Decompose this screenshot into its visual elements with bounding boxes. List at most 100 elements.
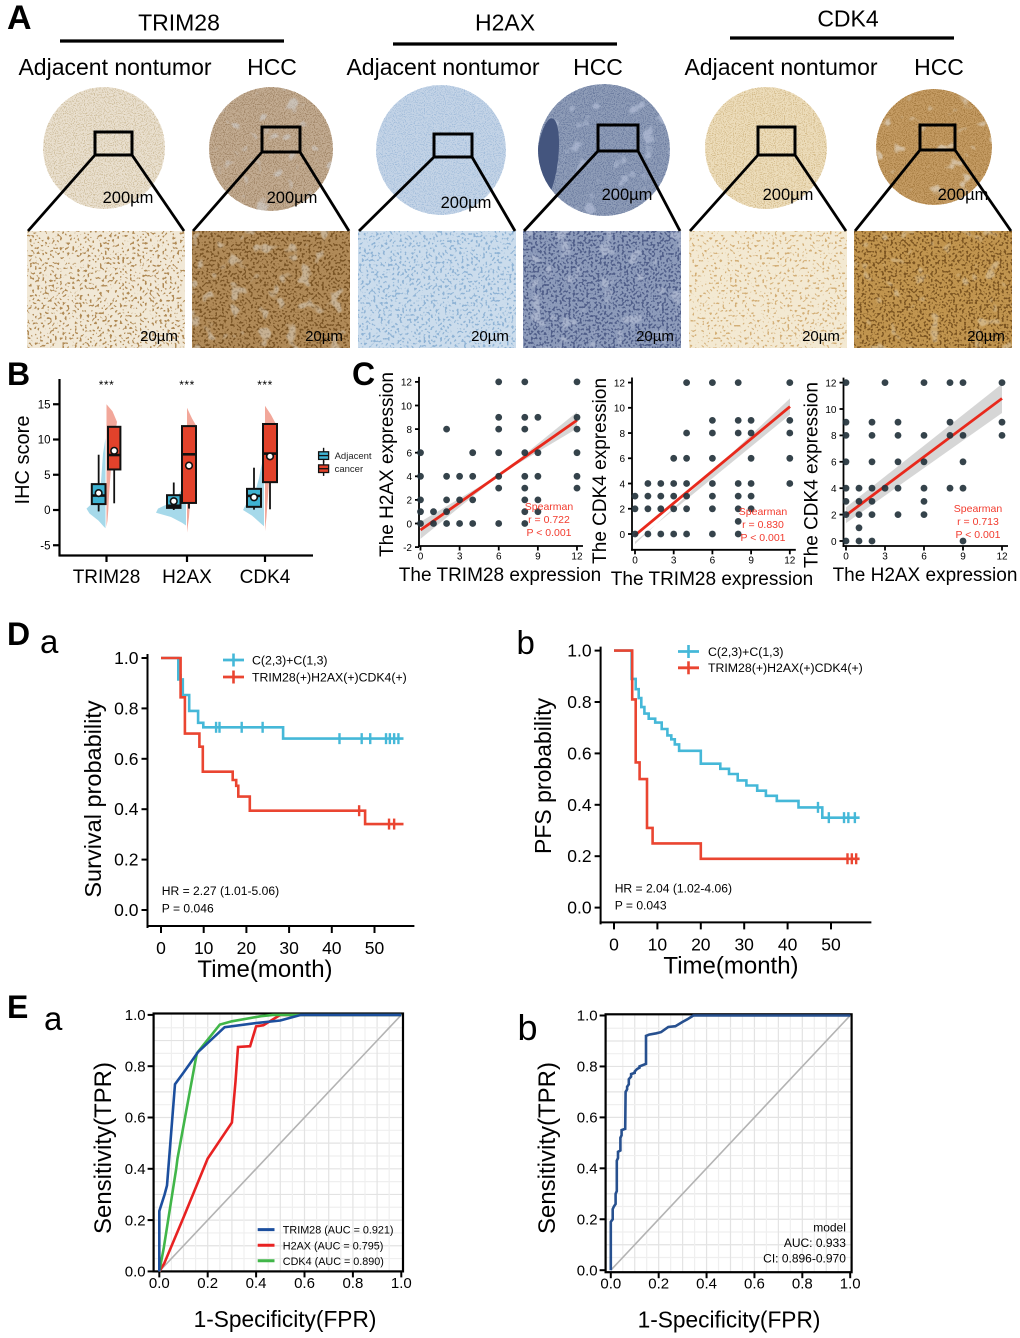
- svg-text:model: model: [813, 1221, 846, 1235]
- svg-text:20µm: 20µm: [802, 328, 840, 345]
- svg-text:9: 9: [960, 552, 966, 563]
- svg-text:40: 40: [322, 938, 342, 958]
- svg-text:-2: -2: [403, 543, 412, 554]
- svg-text:0.4: 0.4: [567, 795, 592, 815]
- svg-text:0.2: 0.2: [197, 1275, 218, 1292]
- svg-text:30: 30: [279, 938, 299, 958]
- svg-text:8: 8: [831, 431, 837, 442]
- svg-text:HCC: HCC: [247, 54, 297, 80]
- svg-text:The H2AX expression: The H2AX expression: [833, 565, 1018, 586]
- svg-text:0.8: 0.8: [342, 1275, 363, 1292]
- svg-text:CI: 0.896-0.970: CI: 0.896-0.970: [763, 1252, 846, 1266]
- svg-text:20µm: 20µm: [967, 328, 1005, 345]
- svg-text:Adjacent nontumor: Adjacent nontumor: [346, 54, 539, 80]
- svg-text:4: 4: [831, 484, 837, 495]
- svg-text:8: 8: [406, 425, 412, 436]
- svg-text:0.2: 0.2: [577, 1211, 598, 1228]
- svg-text:12: 12: [784, 555, 796, 566]
- svg-text:Adjacent nontumor: Adjacent nontumor: [684, 54, 877, 80]
- svg-text:12: 12: [996, 552, 1008, 563]
- svg-text:PFS probability: PFS probability: [530, 698, 556, 854]
- svg-text:The TRIM28 expression: The TRIM28 expression: [611, 569, 813, 590]
- svg-text:b: b: [518, 1007, 538, 1048]
- svg-text:1.0: 1.0: [114, 648, 139, 668]
- svg-text:***: ***: [257, 378, 273, 392]
- svg-text:20µm: 20µm: [305, 328, 343, 345]
- svg-text:0: 0: [406, 519, 412, 530]
- svg-text:r = 0.722: r = 0.722: [528, 514, 570, 526]
- svg-text:20µm: 20µm: [140, 328, 178, 345]
- svg-text:4: 4: [619, 479, 625, 490]
- svg-text:0.6: 0.6: [567, 743, 591, 763]
- svg-text:Spearman: Spearman: [525, 501, 574, 513]
- svg-text:A: A: [7, 0, 32, 37]
- svg-text:50: 50: [365, 938, 385, 958]
- svg-text:0.6: 0.6: [125, 1110, 146, 1127]
- svg-text:CDK4 (AUC = 0.890): CDK4 (AUC = 0.890): [283, 1256, 384, 1268]
- svg-text:200µm: 200µm: [602, 186, 653, 204]
- svg-text:1.0: 1.0: [391, 1275, 412, 1292]
- svg-text:0: 0: [619, 530, 625, 541]
- svg-text:r = 0.830: r = 0.830: [742, 519, 784, 531]
- svg-text:0.8: 0.8: [577, 1059, 598, 1076]
- svg-text:AUC: 0.933: AUC: 0.933: [784, 1236, 846, 1250]
- svg-text:0.4: 0.4: [125, 1161, 146, 1178]
- svg-text:Adjacent: Adjacent: [335, 451, 372, 462]
- svg-text:cancer: cancer: [335, 464, 364, 475]
- svg-text:0.8: 0.8: [567, 692, 591, 712]
- svg-text:Spearman: Spearman: [954, 503, 1003, 515]
- svg-text:0: 0: [156, 938, 166, 958]
- svg-text:HR = 2.27 (1.01-5.06): HR = 2.27 (1.01-5.06): [162, 884, 279, 898]
- svg-text:200µm: 200µm: [763, 186, 814, 204]
- svg-text:a: a: [40, 623, 59, 660]
- svg-text:D: D: [7, 616, 30, 652]
- svg-text:TRIM28: TRIM28: [73, 567, 141, 588]
- svg-text:P < 0.001: P < 0.001: [740, 532, 785, 544]
- svg-text:B: B: [7, 356, 30, 392]
- svg-text:0.4: 0.4: [246, 1275, 267, 1292]
- svg-text:C(2,3)+C(1,3): C(2,3)+C(1,3): [252, 653, 328, 667]
- svg-text:0.6: 0.6: [294, 1275, 315, 1292]
- svg-text:P = 0.043: P = 0.043: [615, 899, 667, 913]
- svg-text:1-Specificity(FPR): 1-Specificity(FPR): [194, 1306, 377, 1332]
- svg-text:0.0: 0.0: [600, 1276, 621, 1293]
- svg-text:0.2: 0.2: [567, 846, 591, 866]
- svg-text:HCC: HCC: [573, 54, 623, 80]
- svg-text:TRIM28: TRIM28: [138, 10, 220, 36]
- svg-text:5: 5: [44, 470, 50, 482]
- svg-text:1.0: 1.0: [125, 1007, 146, 1024]
- svg-text:12: 12: [825, 378, 837, 389]
- svg-text:-5: -5: [40, 540, 50, 552]
- svg-text:H2AX: H2AX: [162, 567, 212, 588]
- svg-text:20: 20: [691, 934, 711, 954]
- svg-text:H2AX (AUC = 0.795): H2AX (AUC = 0.795): [283, 1240, 384, 1252]
- svg-text:200µm: 200µm: [441, 194, 492, 212]
- svg-text:200µm: 200µm: [103, 189, 154, 207]
- svg-text:50: 50: [821, 934, 841, 954]
- svg-text:12: 12: [571, 552, 583, 563]
- svg-text:The CDK4 expression: The CDK4 expression: [802, 382, 823, 568]
- svg-text:9: 9: [748, 555, 754, 566]
- svg-text:6: 6: [921, 552, 927, 563]
- svg-text:0: 0: [609, 934, 619, 954]
- svg-text:The CDK4 expression: The CDK4 expression: [590, 378, 611, 564]
- svg-text:0: 0: [843, 552, 849, 563]
- svg-text:Time(month): Time(month): [197, 956, 332, 983]
- svg-text:3: 3: [882, 552, 888, 563]
- svg-text:0.2: 0.2: [125, 1212, 146, 1229]
- svg-text:0.6: 0.6: [577, 1110, 598, 1127]
- svg-text:2: 2: [619, 505, 625, 516]
- svg-text:10: 10: [614, 404, 626, 415]
- svg-text:0: 0: [418, 552, 424, 563]
- svg-text:E: E: [7, 989, 28, 1025]
- svg-text:HCC: HCC: [914, 54, 964, 80]
- svg-text:TRIM28 (AUC = 0.921): TRIM28 (AUC = 0.921): [283, 1225, 394, 1237]
- svg-text:The TRIM28 expression: The TRIM28 expression: [399, 565, 601, 586]
- svg-text:0.0: 0.0: [577, 1262, 598, 1279]
- svg-text:6: 6: [710, 555, 716, 566]
- svg-text:0: 0: [831, 537, 837, 548]
- svg-text:0.4: 0.4: [696, 1276, 717, 1293]
- svg-text:20µm: 20µm: [636, 328, 674, 345]
- svg-text:C: C: [352, 356, 375, 392]
- svg-text:Sensitivity(TPR): Sensitivity(TPR): [534, 1062, 561, 1234]
